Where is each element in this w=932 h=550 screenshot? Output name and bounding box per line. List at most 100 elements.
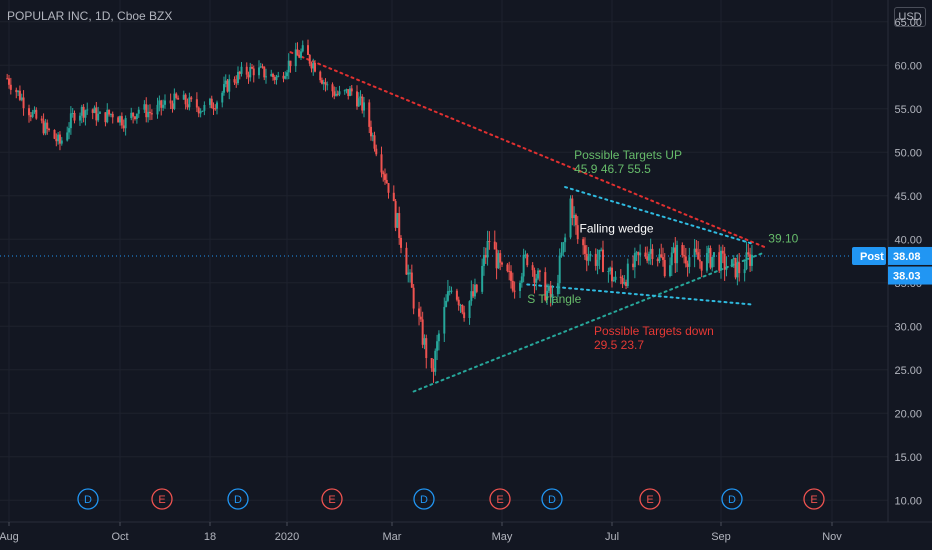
x-tick-label: Nov xyxy=(822,531,842,543)
candle xyxy=(468,301,471,319)
candle xyxy=(596,259,599,266)
candle xyxy=(259,66,262,68)
chart-title: POPULAR INC, 1D, Cboe BZX xyxy=(7,9,173,23)
candle xyxy=(661,257,664,260)
candle xyxy=(359,96,362,99)
earnings-marker[interactable] xyxy=(639,488,661,510)
candle xyxy=(656,259,659,262)
candle xyxy=(510,271,513,281)
earnings-marker[interactable] xyxy=(321,488,343,510)
candle xyxy=(132,112,135,117)
y-tick-label: 60.00 xyxy=(894,60,922,72)
trendlines xyxy=(0,51,888,393)
candle xyxy=(78,115,81,121)
y-tick-label: 55.00 xyxy=(894,104,922,116)
candle xyxy=(587,256,590,261)
dividend-marker[interactable] xyxy=(413,488,435,510)
candle xyxy=(171,103,174,109)
candle xyxy=(84,110,87,118)
earnings-marker[interactable] xyxy=(489,488,511,510)
x-tick-label: Mar xyxy=(383,531,402,543)
candle xyxy=(282,75,285,79)
candle xyxy=(224,80,227,85)
candle xyxy=(237,71,239,84)
time-axis[interactable]: Aug Oct 18 2020 Mar May Jul Sep Nov xyxy=(0,522,842,543)
candle xyxy=(633,253,636,268)
last-price-tag-bg xyxy=(888,246,932,265)
candle xyxy=(149,111,151,114)
candle xyxy=(18,90,21,100)
candle xyxy=(265,76,267,78)
candle xyxy=(162,104,165,108)
candle xyxy=(632,263,635,268)
candle xyxy=(375,148,378,155)
candle xyxy=(674,247,677,264)
earnings-marker[interactable] xyxy=(151,488,173,510)
candle xyxy=(450,290,453,292)
candle xyxy=(273,77,276,81)
candle xyxy=(15,89,18,93)
currency-button[interactable]: USD xyxy=(894,7,926,27)
candle xyxy=(497,253,500,269)
x-tick-label: 18 xyxy=(204,531,216,543)
candle xyxy=(425,338,428,359)
candle xyxy=(173,93,176,109)
candle xyxy=(289,60,292,67)
candle xyxy=(725,266,728,270)
candle xyxy=(394,201,397,228)
price-axis[interactable]: 10.0015.0020.0025.0030.0035.0040.0045.00… xyxy=(852,17,932,508)
event-marker-label: D xyxy=(728,494,736,506)
candle xyxy=(508,270,511,272)
candle xyxy=(177,97,180,100)
candle xyxy=(93,107,96,113)
candle xyxy=(356,91,358,107)
candle xyxy=(22,97,25,109)
candle xyxy=(60,140,63,144)
apex-value-label: 39.10 xyxy=(768,232,798,246)
candle xyxy=(130,112,133,119)
candle xyxy=(184,94,187,105)
candle xyxy=(319,71,322,81)
candle xyxy=(6,78,9,80)
secondary-price-tag: 38.03 xyxy=(893,271,921,283)
targets-down-title: Possible Targets down xyxy=(594,324,714,338)
candle xyxy=(235,82,238,84)
candle xyxy=(750,254,753,266)
candle xyxy=(676,244,679,264)
candle xyxy=(158,100,161,105)
candle xyxy=(693,248,696,258)
candle xyxy=(524,254,527,256)
dividend-marker[interactable] xyxy=(541,488,563,510)
candle xyxy=(644,252,647,257)
triangle-lower-line xyxy=(526,283,753,306)
candle xyxy=(660,254,663,258)
candle xyxy=(698,259,701,262)
candle xyxy=(446,291,449,301)
candle xyxy=(430,358,433,369)
candle xyxy=(251,67,253,69)
candle xyxy=(400,237,403,248)
candle xyxy=(387,183,390,193)
candle xyxy=(349,88,351,96)
candle xyxy=(169,100,172,104)
candle xyxy=(658,254,661,262)
candle xyxy=(46,122,49,129)
candle xyxy=(307,45,309,55)
dividend-marker[interactable] xyxy=(721,488,743,510)
candle xyxy=(286,72,288,77)
event-marker-label: E xyxy=(158,494,165,506)
candle xyxy=(745,252,748,270)
candle xyxy=(721,250,724,254)
dividend-marker[interactable] xyxy=(227,488,249,510)
dividend-marker[interactable] xyxy=(77,488,99,510)
candle xyxy=(137,109,140,114)
candle xyxy=(569,198,572,238)
candle xyxy=(637,252,640,256)
event-marker-label: E xyxy=(646,494,653,506)
earnings-marker[interactable] xyxy=(803,488,825,510)
candle xyxy=(421,319,424,345)
candle xyxy=(457,299,460,306)
candle xyxy=(635,252,638,254)
